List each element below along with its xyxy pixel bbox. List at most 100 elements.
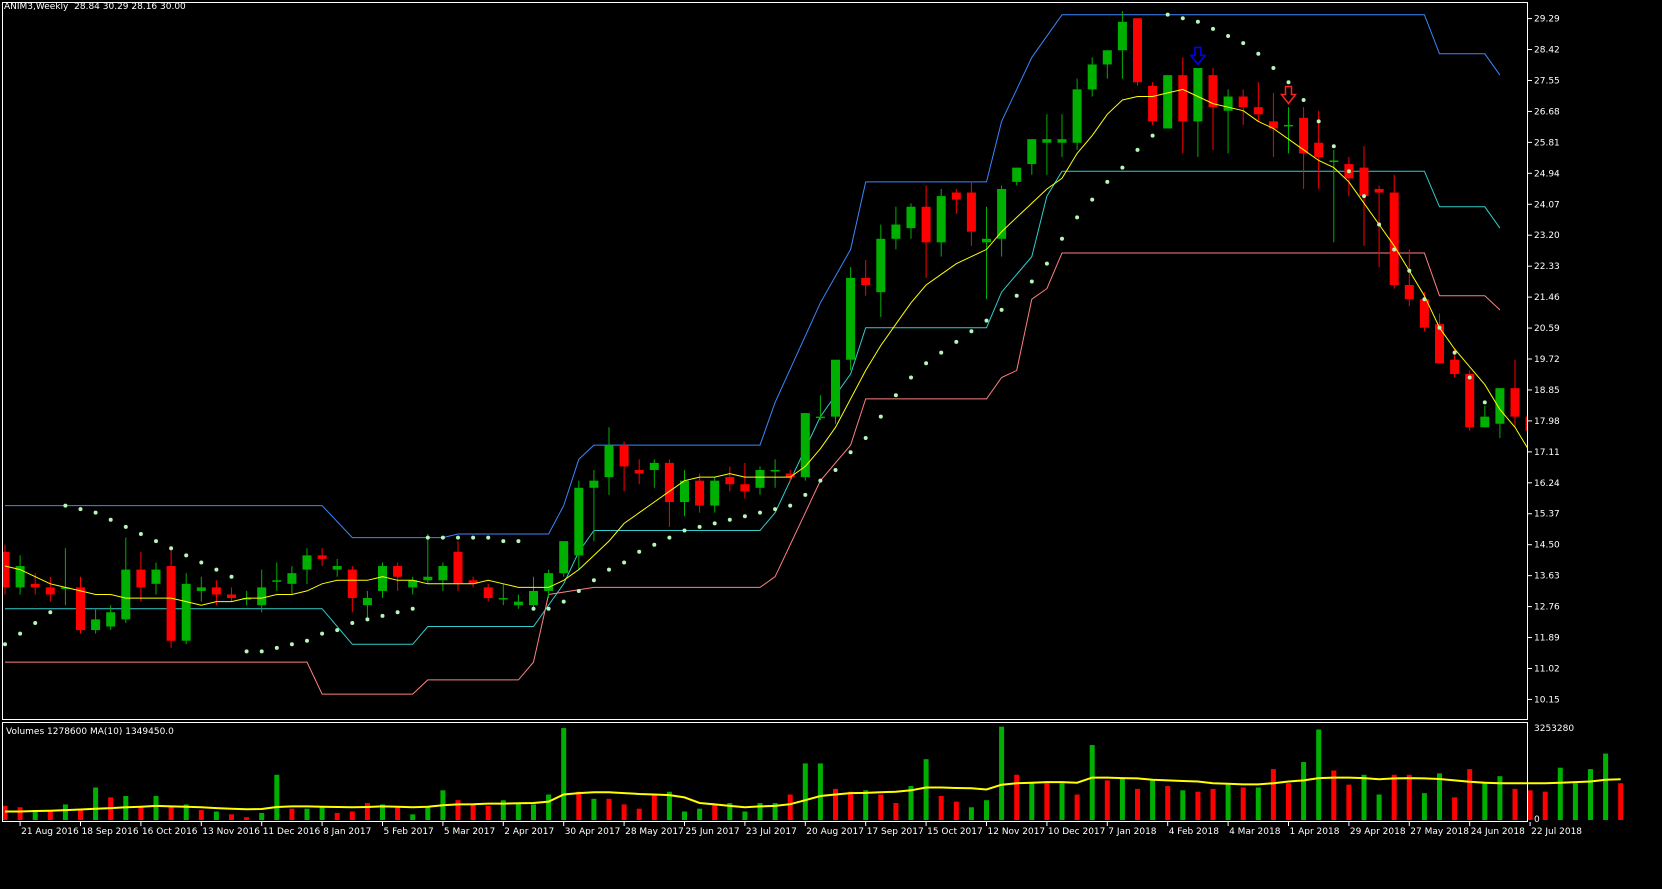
candle-body[interactable]: [453, 551, 463, 584]
volume-bar[interactable]: [470, 804, 476, 820]
candle-body[interactable]: [1072, 89, 1082, 143]
candle-body[interactable]: [136, 569, 146, 588]
candle-body[interactable]: [1208, 75, 1218, 108]
volume-bar[interactable]: [1512, 788, 1518, 820]
volume-bar[interactable]: [1135, 788, 1140, 820]
volume-bar[interactable]: [1029, 783, 1035, 820]
candle-body[interactable]: [468, 580, 478, 584]
volume-bar[interactable]: [999, 726, 1005, 820]
volume-bar[interactable]: [1603, 753, 1609, 820]
candle-body[interactable]: [1057, 139, 1067, 143]
candle-body[interactable]: [30, 583, 40, 588]
candle-body[interactable]: [302, 555, 312, 570]
volume-bar[interactable]: [500, 800, 506, 820]
volume-bar[interactable]: [953, 801, 959, 820]
volume-bar[interactable]: [968, 807, 974, 820]
volume-bar[interactable]: [380, 804, 385, 820]
candle-body[interactable]: [876, 238, 886, 293]
volume-bar[interactable]: [1089, 745, 1095, 820]
candle-body[interactable]: [891, 224, 901, 239]
price-panel[interactable]: [1, 11, 1656, 695]
candle-body[interactable]: [1087, 64, 1097, 90]
volume-bar[interactable]: [1240, 787, 1246, 820]
candle-body[interactable]: [332, 566, 342, 570]
volume-bar[interactable]: [1301, 762, 1307, 820]
volume-bar[interactable]: [1119, 777, 1125, 820]
volume-bar[interactable]: [1316, 729, 1322, 820]
volume-bar[interactable]: [138, 807, 144, 820]
volume-bar[interactable]: [153, 795, 159, 820]
candle-body[interactable]: [1435, 324, 1444, 364]
volume-bar[interactable]: [561, 728, 567, 820]
volume-bar[interactable]: [1195, 791, 1201, 820]
volume-bar[interactable]: [1270, 769, 1276, 820]
volume-bar[interactable]: [274, 774, 280, 820]
volume-bar[interactable]: [1497, 776, 1503, 820]
volume-bar[interactable]: [802, 763, 808, 820]
candle-body[interactable]: [483, 587, 493, 599]
candle-body[interactable]: [559, 541, 569, 574]
candle-body[interactable]: [513, 601, 523, 606]
candle-body[interactable]: [287, 573, 297, 584]
volume-bar[interactable]: [742, 811, 748, 820]
volume-bar[interactable]: [938, 795, 944, 820]
volume-bar[interactable]: [984, 800, 989, 820]
candle-body[interactable]: [831, 359, 840, 417]
candle-body[interactable]: [1465, 373, 1475, 428]
candle-body[interactable]: [1102, 50, 1112, 65]
candle-body[interactable]: [438, 566, 448, 581]
volume-bar[interactable]: [1165, 786, 1171, 820]
candle-body[interactable]: [1178, 75, 1188, 122]
candle-body[interactable]: [529, 590, 538, 606]
volume-bar[interactable]: [1044, 783, 1050, 820]
candle-body[interactable]: [725, 477, 735, 485]
volume-bar[interactable]: [682, 811, 687, 820]
candle-body[interactable]: [242, 598, 252, 600]
volume-bar[interactable]: [1618, 783, 1624, 820]
candle-body[interactable]: [498, 598, 508, 600]
volume-bar[interactable]: [289, 808, 295, 820]
candle-body[interactable]: [1223, 96, 1233, 111]
candle-body[interactable]: [921, 206, 931, 243]
candle-body[interactable]: [211, 587, 221, 595]
volume-bar[interactable]: [697, 808, 703, 820]
candle-body[interactable]: [966, 192, 976, 232]
candle-body[interactable]: [1631, 481, 1640, 524]
volume-bar[interactable]: [1014, 774, 1020, 820]
volume-bar[interactable]: [1225, 784, 1231, 820]
candle-body[interactable]: [393, 566, 403, 577]
volume-bar[interactable]: [1391, 774, 1397, 820]
volume-bar[interactable]: [259, 812, 265, 820]
candle-body[interactable]: [861, 277, 871, 286]
candle-body[interactable]: [574, 487, 584, 556]
candle-body[interactable]: [997, 188, 1007, 239]
volume-bar[interactable]: [1406, 774, 1412, 820]
candle-body[interactable]: [362, 598, 372, 606]
candle-body[interactable]: [347, 569, 357, 599]
volume-bar[interactable]: [229, 814, 234, 820]
candle-body[interactable]: [45, 587, 55, 595]
volume-bar[interactable]: [304, 808, 310, 820]
volume-bar[interactable]: [32, 810, 38, 820]
volume-bar[interactable]: [1150, 780, 1156, 820]
volume-bar[interactable]: [244, 817, 250, 820]
candle-body[interactable]: [1193, 68, 1203, 122]
candle-body[interactable]: [846, 277, 856, 360]
candle-body[interactable]: [1042, 139, 1052, 143]
candle-body[interactable]: [408, 580, 418, 588]
candle-body[interactable]: [982, 238, 991, 243]
volume-bar[interactable]: [636, 808, 642, 820]
volume-bar[interactable]: [1572, 783, 1578, 820]
volume-bar[interactable]: [576, 791, 582, 820]
candle-body[interactable]: [1163, 75, 1173, 129]
candle-body[interactable]: [1374, 188, 1384, 193]
volume-bar[interactable]: [1482, 781, 1488, 820]
volume-bar[interactable]: [863, 790, 869, 820]
candle-body[interactable]: [423, 576, 433, 581]
volume-bar[interactable]: [47, 811, 53, 820]
candle-body[interactable]: [91, 619, 101, 631]
candle-body[interactable]: [1329, 160, 1339, 163]
candle-body[interactable]: [1359, 167, 1369, 197]
candle-body[interactable]: [906, 206, 916, 229]
